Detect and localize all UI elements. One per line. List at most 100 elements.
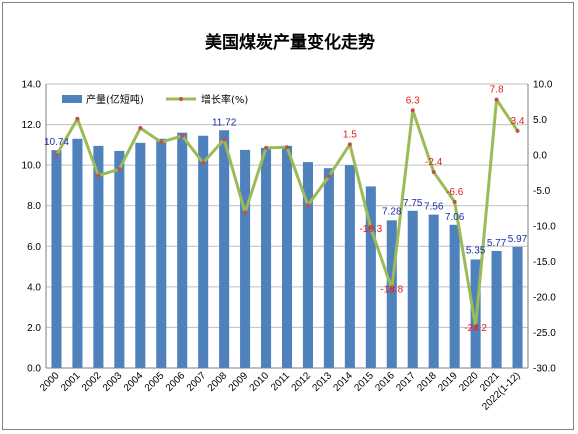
x-tick-label: 2003 <box>101 370 125 394</box>
rate-value-label: -10.3 <box>359 224 382 235</box>
production-bar <box>512 246 523 368</box>
growth-rate-point <box>389 286 394 291</box>
x-tick-label: 2011 <box>269 370 292 393</box>
production-bar <box>428 214 439 368</box>
x-tick-label: 2016 <box>373 370 397 394</box>
x-tick-label: 2005 <box>143 370 167 394</box>
production-bar <box>198 135 209 368</box>
bar-value-label: 10.74 <box>44 137 69 148</box>
y-left-tick-label: 14.0 <box>22 80 42 91</box>
growth-rate-point <box>222 137 227 142</box>
x-tick-label: 2001 <box>59 370 83 394</box>
growth-rate-point <box>326 174 331 179</box>
growth-rate-point <box>368 226 373 231</box>
bar-value-label: 7.75 <box>403 198 423 209</box>
y-left-tick-label: 6.0 <box>27 242 41 253</box>
production-bar <box>177 132 188 368</box>
x-tick-label: 2019 <box>436 370 460 394</box>
y-right-tick-label: -25.0 <box>533 328 556 339</box>
x-tick-label: 2007 <box>185 370 209 394</box>
production-bar <box>114 150 125 368</box>
y-left-tick-label: 12.0 <box>22 120 42 131</box>
production-bar <box>323 168 334 368</box>
y-right-tick-label: 0.0 <box>533 151 547 162</box>
production-bar <box>302 162 313 368</box>
growth-rate-point <box>117 167 122 172</box>
x-tick-label: 2012 <box>290 370 314 394</box>
y-left-tick-label: 10.0 <box>22 161 42 172</box>
production-bar <box>491 250 502 368</box>
x-tick-label: 2006 <box>164 370 188 394</box>
growth-rate-point <box>180 133 185 138</box>
x-tick-label: 2008 <box>206 370 230 394</box>
bar-value-label: 11.72 <box>212 117 237 128</box>
legend-label-rate: 增长率(%) <box>201 93 248 106</box>
production-bar <box>261 147 272 368</box>
bar-value-label: 5.35 <box>466 245 486 256</box>
legend-swatch-production <box>62 95 82 103</box>
x-tick-label: 2004 <box>122 370 146 394</box>
rate-value-label: 1.5 <box>343 129 357 140</box>
growth-rate-point <box>159 140 164 145</box>
growth-rate-point <box>431 170 436 175</box>
rate-value-label: 7.8 <box>490 85 504 96</box>
chart-title: 美国煤炭产量变化走势 <box>205 32 375 53</box>
growth-rate-point <box>75 116 80 121</box>
production-bar <box>407 210 418 368</box>
x-tick-label: 2002 <box>80 370 104 394</box>
y-right-tick-label: -10.0 <box>533 222 556 233</box>
y-right-tick-label: 5.0 <box>533 115 547 126</box>
growth-rate-point <box>264 145 269 150</box>
bar-value-label: 5.77 <box>487 238 507 249</box>
x-tick-label: 2020 <box>457 370 481 394</box>
x-tick-label: 2017 <box>394 370 418 394</box>
x-tick-label: 2018 <box>415 370 439 394</box>
rate-value-label: -18.8 <box>380 284 403 295</box>
production-bar <box>135 142 146 368</box>
rate-value-label: -2.4 <box>425 157 443 168</box>
growth-rate-point <box>138 126 143 131</box>
y-right-tick-label: -20.0 <box>533 293 556 304</box>
bar-value-label: 7.28 <box>382 206 402 217</box>
y-right-tick-label: 10.0 <box>533 80 553 91</box>
y-left-tick-label: 0.0 <box>27 364 41 375</box>
production-bar <box>386 220 397 368</box>
rate-value-label: -6.6 <box>446 187 464 198</box>
bars <box>51 130 523 368</box>
y-right-tick-label: -30.0 <box>533 364 556 375</box>
production-bar <box>344 165 355 368</box>
x-tick-label: 2015 <box>352 370 376 394</box>
production-bar <box>365 186 376 368</box>
growth-rate-point <box>96 173 101 178</box>
bar-value-label: 7.06 <box>445 212 465 223</box>
growth-rate-point <box>473 324 478 329</box>
production-bar <box>93 145 104 368</box>
production-bar <box>219 130 230 368</box>
bar-value-label: 5.97 <box>508 234 528 245</box>
production-bar <box>51 150 62 368</box>
y-left-tick-label: 2.0 <box>27 323 41 334</box>
x-tick-label: 2013 <box>311 370 335 394</box>
y-right-tick-label: -15.0 <box>533 257 556 268</box>
growth-rate-point <box>347 142 352 147</box>
growth-rate-point <box>243 210 248 215</box>
y-left-tick-label: 4.0 <box>27 282 41 293</box>
rate-value-label: -24.2 <box>464 323 487 334</box>
data-labels: 10.74 11.72 7.287.75 7.567.06 5.355.77 5.97 1.… <box>44 85 528 334</box>
legend-marker-rate <box>179 97 183 101</box>
x-tick-label: 2000 <box>38 370 62 394</box>
production-bar <box>156 138 167 368</box>
production-bar <box>72 138 83 368</box>
rate-line <box>54 97 520 329</box>
x-tick-label: 2010 <box>248 370 272 394</box>
growth-rate-point <box>452 199 457 204</box>
growth-rate-point <box>410 108 415 113</box>
production-bar <box>281 145 293 368</box>
growth-rate-point <box>285 145 289 150</box>
rate-value-label: 6.3 <box>406 95 420 106</box>
production-bar <box>449 224 460 368</box>
growth-rate-point <box>305 203 310 208</box>
y-right-tick-label: -5.0 <box>533 186 551 197</box>
growth-rate-point <box>515 128 520 133</box>
